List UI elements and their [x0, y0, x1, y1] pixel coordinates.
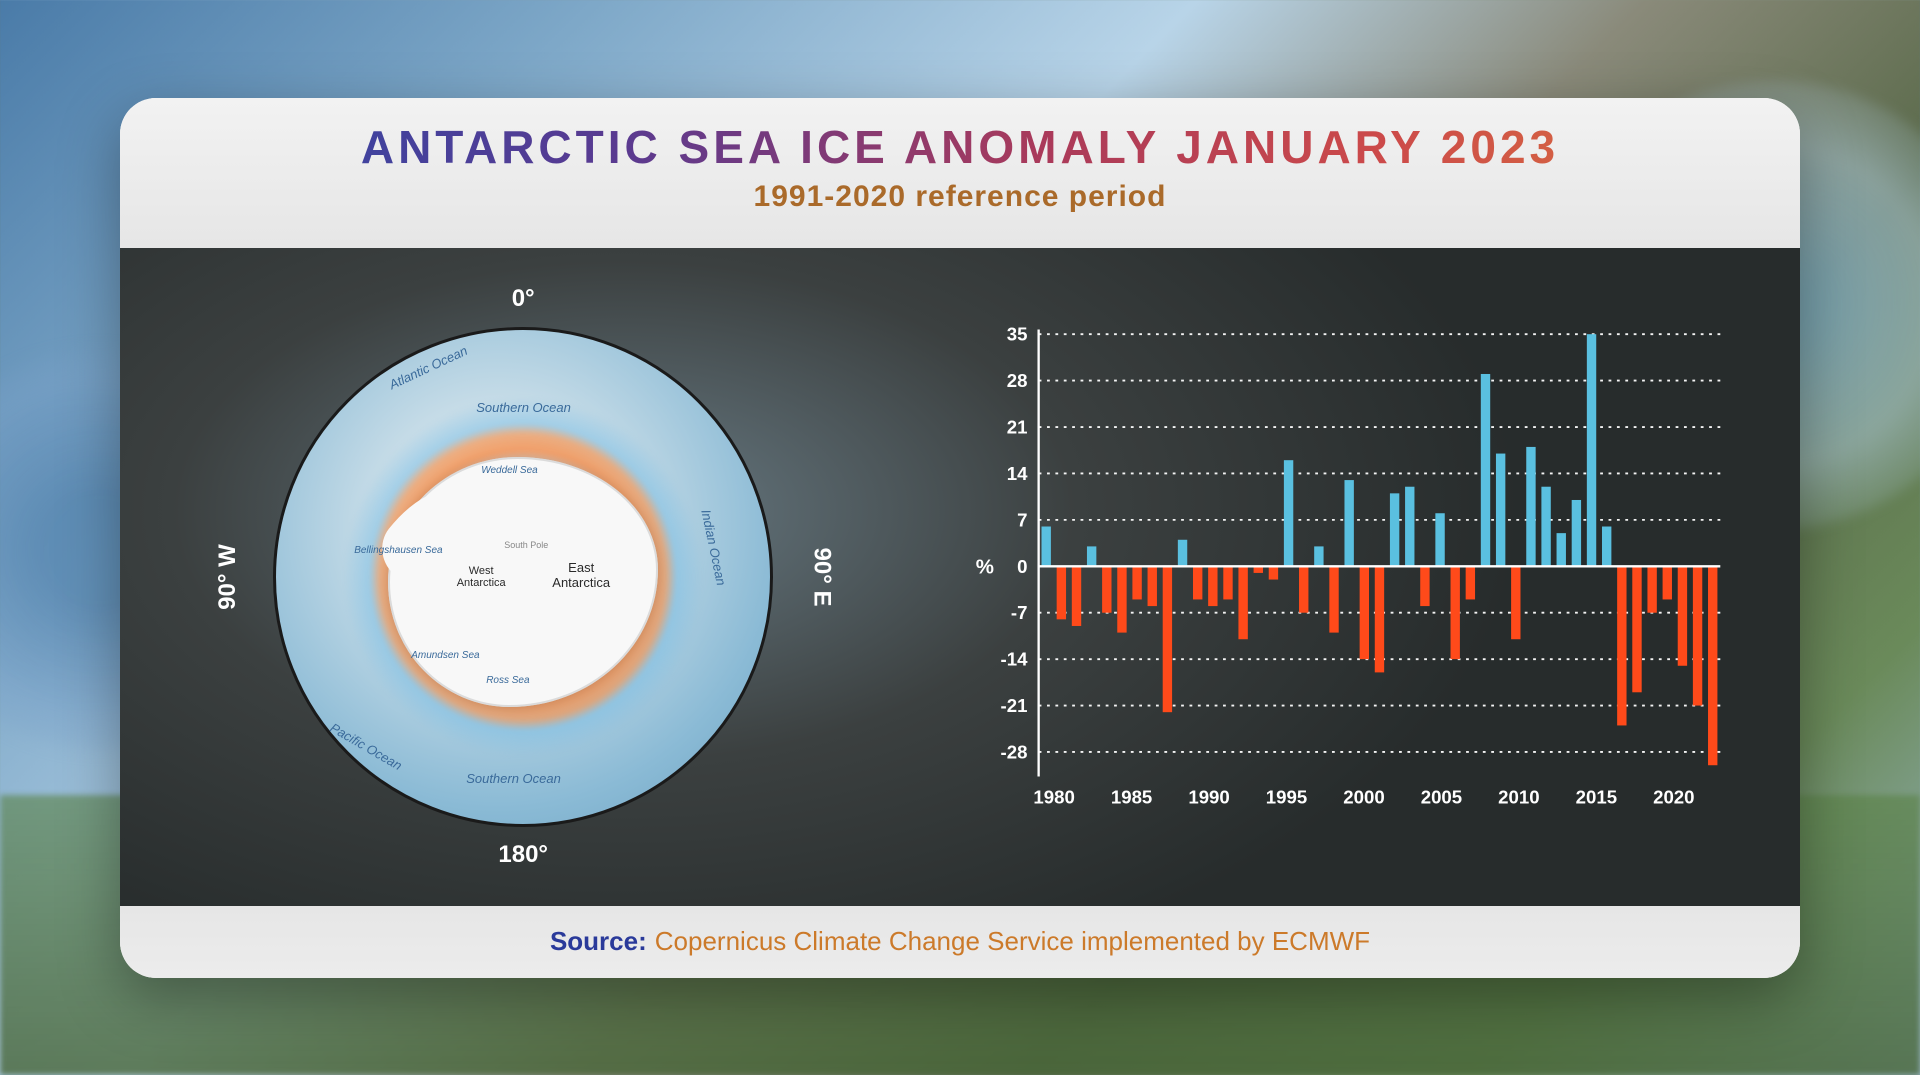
- bar-1991: [1224, 566, 1233, 599]
- bar-2018: [1633, 566, 1642, 692]
- bar-1989: [1193, 566, 1202, 599]
- bar-2001: [1375, 566, 1384, 672]
- svg-text:1995: 1995: [1266, 786, 1307, 807]
- bar-1980: [1057, 566, 1066, 619]
- card-footer: Source: Copernicus Climate Change Servic…: [120, 906, 1800, 978]
- map-panel: 0° 90° E 180° 90° W Atlantic Ocean South…: [120, 248, 926, 906]
- card-header: ANTARCTIC SEA ICE ANOMALY JANUARY 2023 1…: [120, 98, 1800, 248]
- ocean-label-pacific: Pacific Ocean: [328, 719, 405, 772]
- source-text: Copernicus Climate Change Service implem…: [655, 926, 1370, 957]
- bar-2017: [1618, 566, 1627, 725]
- bar-2010: [1511, 566, 1520, 639]
- degree-label-right: 90° E: [808, 547, 836, 606]
- land-label-pole: South Pole: [504, 540, 548, 550]
- degree-label-top: 0°: [512, 285, 535, 313]
- sea-label-ross: Ross Sea: [486, 675, 529, 686]
- svg-text:21: 21: [1007, 416, 1028, 437]
- bar-1981: [1072, 566, 1081, 626]
- bar-1999: [1345, 480, 1354, 566]
- card-body: 0° 90° E 180° 90° W Atlantic Ocean South…: [120, 248, 1800, 906]
- svg-text:35: 35: [1007, 323, 1028, 344]
- svg-text:2010: 2010: [1499, 786, 1540, 807]
- svg-text:1985: 1985: [1111, 786, 1152, 807]
- bar-2007: [1466, 566, 1475, 599]
- ocean-label-atlantic: Atlantic Ocean: [387, 342, 470, 391]
- sea-label-weddell: Weddell Sea: [481, 465, 538, 476]
- land-label-east: East Antarctica: [541, 560, 621, 590]
- bar-2012: [1542, 486, 1551, 566]
- polar-globe: 0° 90° E 180° 90° W Atlantic Ocean South…: [273, 327, 773, 827]
- bar-1979: [1042, 526, 1051, 566]
- bar-2023: [1708, 566, 1717, 765]
- bar-1994: [1269, 566, 1278, 579]
- svg-text:2000: 2000: [1344, 786, 1385, 807]
- bar-2019: [1648, 566, 1657, 612]
- bar-1987: [1163, 566, 1172, 712]
- land-label-west: West Antarctica: [451, 565, 511, 589]
- bar-1996: [1299, 566, 1308, 612]
- bar-2013: [1557, 533, 1566, 566]
- card-subtitle: 1991-2020 reference period: [120, 180, 1800, 214]
- svg-text:1980: 1980: [1034, 786, 1075, 807]
- degree-label-left: 90° W: [214, 544, 242, 610]
- bar-1985: [1133, 566, 1142, 599]
- bar-1982: [1087, 546, 1096, 566]
- svg-text:%: %: [976, 555, 994, 578]
- bar-2021: [1678, 566, 1687, 665]
- svg-text:-21: -21: [1001, 695, 1028, 716]
- degree-label-bottom: 180°: [498, 841, 548, 869]
- bar-1992: [1239, 566, 1248, 639]
- ocean-label-southern-top: Southern Ocean: [476, 400, 571, 415]
- sea-label-amundsen: Amundsen Sea: [411, 650, 479, 661]
- bar-2008: [1481, 373, 1490, 565]
- bar-2014: [1572, 499, 1581, 565]
- svg-text:-14: -14: [1001, 648, 1029, 669]
- svg-text:2015: 2015: [1576, 786, 1617, 807]
- anomaly-bar-chart: -28 -21 -14 -7 0 7 14 21 28 35% 1980 1985 1990 1995 20…: [966, 298, 1730, 836]
- chart-panel: -28 -21 -14 -7 0 7 14 21 28 35% 1980 1985 1990 1995 20…: [926, 248, 1800, 906]
- bar-1997: [1315, 546, 1324, 566]
- info-card: ANTARCTIC SEA ICE ANOMALY JANUARY 2023 1…: [120, 98, 1800, 978]
- bar-2003: [1405, 486, 1414, 566]
- bar-1995: [1284, 460, 1293, 566]
- bar-2002: [1390, 493, 1399, 566]
- svg-text:0: 0: [1017, 555, 1027, 576]
- svg-text:2020: 2020: [1654, 786, 1695, 807]
- bar-2004: [1421, 566, 1430, 606]
- svg-text:14: 14: [1007, 462, 1028, 483]
- bar-2016: [1602, 526, 1611, 566]
- source-label: Source:: [550, 926, 647, 957]
- ocean-label-southern-bottom: Southern Ocean: [466, 771, 561, 786]
- bar-1984: [1118, 566, 1127, 632]
- bar-2009: [1496, 453, 1505, 566]
- svg-text:1990: 1990: [1189, 786, 1230, 807]
- bar-1990: [1209, 566, 1218, 606]
- svg-text:-7: -7: [1011, 602, 1028, 623]
- globe-circle: Atlantic Ocean Southern Ocean Indian Oce…: [273, 327, 773, 827]
- card-title: ANTARCTIC SEA ICE ANOMALY JANUARY 2023: [120, 120, 1800, 174]
- bar-2006: [1451, 566, 1460, 659]
- bar-2020: [1663, 566, 1672, 599]
- svg-text:-28: -28: [1001, 741, 1028, 762]
- bar-1983: [1102, 566, 1111, 612]
- bar-2005: [1436, 513, 1445, 566]
- bar-2000: [1360, 566, 1369, 659]
- bar-2022: [1693, 566, 1702, 705]
- bar-1986: [1148, 566, 1157, 606]
- bar-2015: [1587, 334, 1596, 566]
- svg-text:2005: 2005: [1421, 786, 1462, 807]
- bar-1988: [1178, 539, 1187, 566]
- svg-text:28: 28: [1007, 370, 1028, 391]
- sea-label-bellingshausen: Bellingshausen Sea: [354, 545, 442, 556]
- bar-2011: [1527, 446, 1536, 565]
- svg-text:7: 7: [1017, 509, 1027, 530]
- bar-1998: [1330, 566, 1339, 632]
